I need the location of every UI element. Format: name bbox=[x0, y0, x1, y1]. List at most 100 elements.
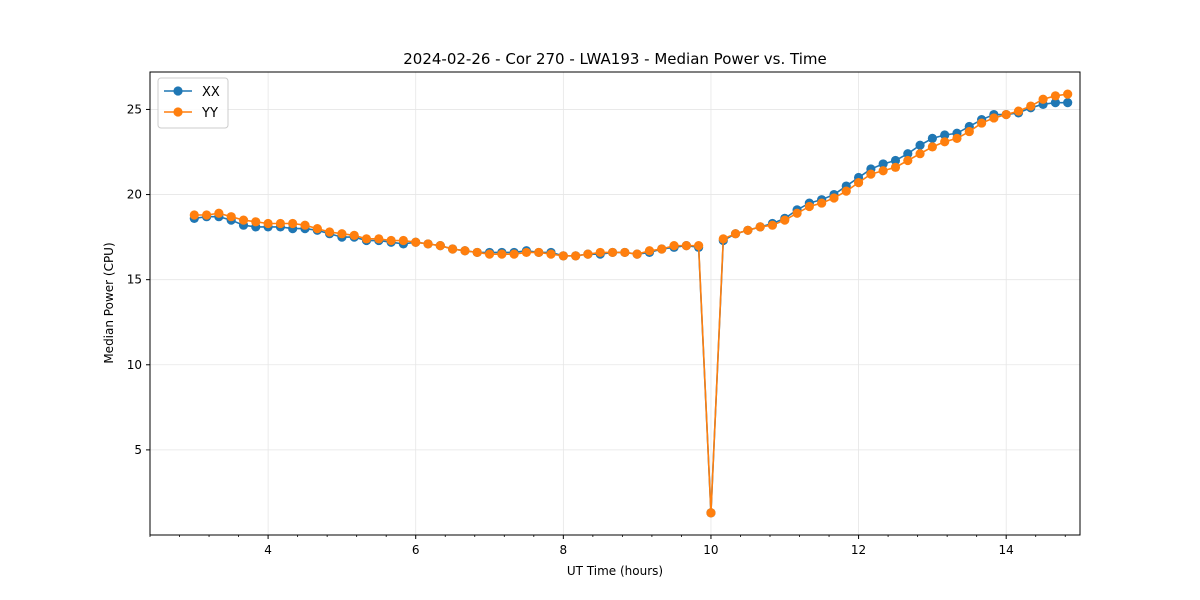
data-point-yy bbox=[817, 198, 827, 208]
data-point-yy bbox=[706, 508, 716, 518]
data-point-yy bbox=[804, 201, 814, 212]
data-point-yy bbox=[644, 246, 655, 256]
data-point-xx bbox=[915, 140, 925, 150]
data-point-yy bbox=[214, 208, 224, 218]
grid-lines bbox=[150, 72, 1080, 535]
x-tick-label: 10 bbox=[703, 543, 718, 557]
data-point-yy bbox=[411, 237, 421, 247]
legend-label: XX bbox=[202, 85, 220, 100]
series-yy bbox=[189, 89, 1073, 518]
y-tick-label: 5 bbox=[134, 443, 142, 457]
legend-marker bbox=[173, 86, 183, 96]
data-point-yy bbox=[841, 186, 851, 196]
data-point-yy bbox=[1038, 94, 1048, 104]
data-point-yy bbox=[398, 235, 408, 246]
axes: 4 6 8 10 12 14 5 10 15 20 25 bbox=[127, 102, 1066, 557]
data-point-yy bbox=[546, 249, 556, 259]
data-point-yy bbox=[878, 166, 888, 176]
data-point-yy bbox=[189, 210, 199, 220]
legend-marker bbox=[173, 107, 183, 117]
data-point-yy bbox=[989, 113, 999, 123]
data-point-yy bbox=[571, 251, 581, 261]
y-tick-label: 20 bbox=[127, 188, 142, 202]
data-point-yy bbox=[940, 137, 950, 147]
x-tick-label: 12 bbox=[851, 543, 866, 557]
data-point-yy bbox=[866, 169, 876, 179]
data-point-xx bbox=[903, 149, 913, 159]
data-point-yy bbox=[767, 220, 778, 230]
data-point-yy bbox=[620, 247, 630, 258]
data-point-xx bbox=[927, 133, 937, 143]
data-point-yy bbox=[755, 222, 765, 232]
data-point-yy bbox=[484, 249, 495, 259]
data-point-yy bbox=[288, 218, 298, 229]
data-point-yy bbox=[349, 230, 359, 241]
data-point-yy bbox=[669, 241, 679, 251]
x-tick-label: 6 bbox=[412, 543, 420, 557]
data-point-yy bbox=[903, 155, 913, 166]
data-point-yy bbox=[681, 241, 691, 251]
series-layer bbox=[189, 89, 1073, 518]
legend-entry-xx: XX bbox=[164, 85, 220, 100]
y-axis-label: Median Power (CPU) bbox=[102, 242, 116, 363]
data-point-yy bbox=[374, 234, 384, 244]
chart-title: 2024-02-26 - Cor 270 - LWA193 - Median P… bbox=[403, 50, 827, 68]
data-point-yy bbox=[927, 142, 937, 152]
data-point-yy bbox=[632, 249, 642, 259]
data-point-yy bbox=[423, 239, 433, 249]
data-point-xx bbox=[890, 155, 901, 166]
data-point-yy bbox=[657, 244, 667, 254]
data-point-yy bbox=[497, 249, 507, 259]
x-axis-label: UT Time (hours) bbox=[567, 564, 663, 578]
data-point-yy bbox=[1050, 91, 1061, 101]
y-tick-label: 15 bbox=[127, 273, 142, 287]
data-point-yy bbox=[460, 246, 470, 256]
data-point-yy bbox=[829, 193, 839, 203]
data-point-yy bbox=[607, 247, 618, 258]
data-point-yy bbox=[275, 218, 286, 229]
data-point-yy bbox=[1001, 109, 1011, 120]
data-point-xx bbox=[1063, 98, 1073, 108]
data-point-yy bbox=[890, 162, 901, 172]
data-point-yy bbox=[521, 247, 532, 258]
data-point-yy bbox=[1026, 101, 1036, 111]
data-point-yy bbox=[1013, 106, 1024, 116]
legend-entry-yy: YY bbox=[164, 106, 218, 121]
data-point-yy bbox=[730, 229, 741, 239]
x-tick-label: 4 bbox=[264, 543, 272, 557]
data-point-yy bbox=[472, 247, 482, 258]
data-point-yy bbox=[263, 218, 273, 229]
data-point-yy bbox=[718, 234, 728, 244]
x-tick-label: 8 bbox=[560, 543, 568, 557]
x-tick-label: 14 bbox=[999, 543, 1014, 557]
data-point-yy bbox=[238, 215, 249, 225]
data-point-yy bbox=[1063, 89, 1073, 99]
data-point-yy bbox=[337, 229, 347, 239]
data-point-yy bbox=[915, 149, 925, 159]
data-point-yy bbox=[792, 208, 802, 218]
data-point-yy bbox=[312, 224, 322, 234]
data-point-yy bbox=[583, 249, 593, 259]
data-point-yy bbox=[509, 249, 519, 259]
y-tick-label: 10 bbox=[127, 358, 142, 372]
data-point-xx bbox=[940, 130, 950, 140]
data-point-yy bbox=[226, 212, 236, 222]
data-point-yy bbox=[300, 220, 310, 230]
data-point-yy bbox=[251, 217, 261, 227]
data-point-yy bbox=[977, 118, 987, 128]
data-point-yy bbox=[202, 210, 212, 220]
data-point-yy bbox=[952, 133, 962, 143]
legend: XX YY bbox=[157, 77, 229, 129]
data-point-yy bbox=[534, 247, 544, 258]
data-point-yy bbox=[324, 227, 335, 237]
data-point-yy bbox=[853, 178, 864, 188]
legend-label: YY bbox=[201, 106, 218, 121]
data-point-yy bbox=[743, 225, 753, 235]
data-point-xx bbox=[878, 159, 888, 169]
data-point-yy bbox=[595, 247, 605, 258]
data-point-yy bbox=[361, 234, 372, 244]
data-point-yy bbox=[780, 215, 790, 225]
y-tick-label: 25 bbox=[127, 102, 142, 116]
data-point-yy bbox=[448, 244, 458, 254]
